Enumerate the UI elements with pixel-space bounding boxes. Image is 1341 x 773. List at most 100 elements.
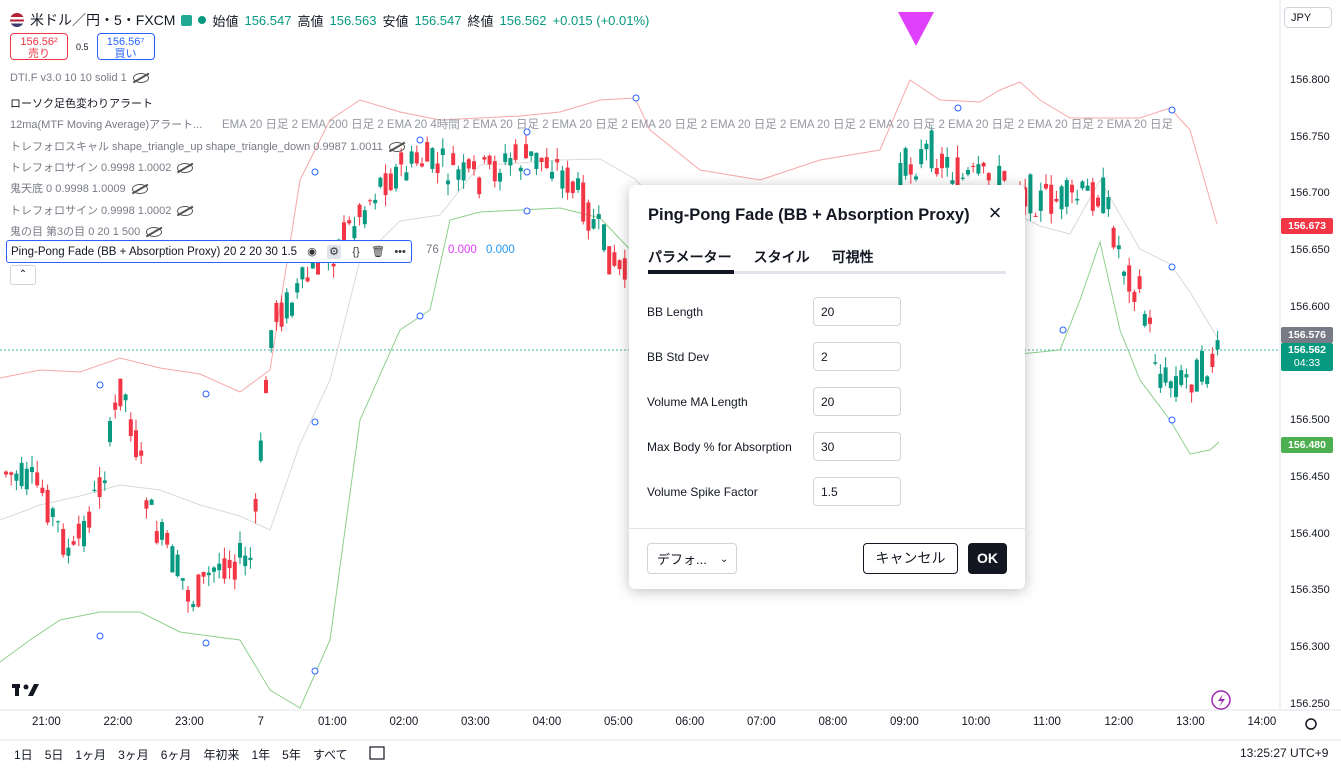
- time-axis-label: 07:00: [747, 716, 776, 728]
- open-value: 156.547: [244, 12, 292, 28]
- hidden-eye-icon[interactable]: [388, 142, 405, 153]
- settings-icon[interactable]: ⚙: [327, 244, 342, 259]
- collapse-legend-button[interactable]: ⌃: [10, 265, 36, 285]
- indicator-settings-dialog: Ping-Pong Fade (BB + Absorption Proxy) ×…: [629, 185, 1025, 589]
- candle-body: [591, 219, 596, 229]
- signal-circle-icon: [96, 632, 104, 640]
- candle-body: [149, 499, 154, 505]
- volume-spike-input[interactable]: 1.5: [813, 477, 901, 506]
- candle-body: [1194, 359, 1199, 392]
- candle-body: [212, 567, 216, 572]
- candle-body: [248, 557, 253, 561]
- range-3m[interactable]: 3ヶ月: [118, 748, 149, 762]
- indicator-legend-dti[interactable]: DTI.F v3.0 10 10 solid 1: [10, 72, 149, 84]
- candle-body: [1153, 362, 1158, 364]
- candle-body: [201, 571, 206, 577]
- candle-body: [1064, 180, 1069, 207]
- time-axis-label: 04:00: [532, 716, 562, 728]
- candle-body: [477, 177, 482, 195]
- buy-button[interactable]: 156.56⁷ 買い: [96, 33, 155, 60]
- sell-button[interactable]: 156.56² 売り: [10, 33, 68, 60]
- time-axis-label: 23:00: [175, 716, 204, 728]
- candle-body: [102, 480, 107, 484]
- candle-body: [383, 173, 388, 196]
- range-all[interactable]: すべて: [312, 748, 348, 762]
- cancel-button[interactable]: キャンセル: [863, 543, 958, 574]
- indicator-legend-oni-tenzoko[interactable]: 鬼天底 0 0.9998 1.0009: [10, 180, 148, 196]
- range-5y[interactable]: 5年: [282, 748, 301, 762]
- bb-std-dev-input[interactable]: 2: [813, 342, 901, 371]
- signal-circle-icon: [311, 418, 319, 426]
- hidden-eye-icon[interactable]: [132, 73, 149, 84]
- range-1y[interactable]: 1年: [251, 748, 271, 762]
- hidden-eye-icon[interactable]: [177, 163, 194, 174]
- range-1m[interactable]: 1ヶ月: [75, 748, 107, 762]
- indicator-values: 76 0.000 0.000: [426, 244, 515, 256]
- selected-indicator-legend[interactable]: Ping-Pong Fade (BB + Absorption Proxy) 2…: [6, 240, 413, 263]
- signal-circle-icon: [1168, 416, 1176, 424]
- source-code-icon[interactable]: {}: [352, 245, 360, 258]
- bb-length-input[interactable]: 20: [813, 297, 901, 326]
- range-5d[interactable]: 5日: [44, 748, 64, 762]
- clock[interactable]: 13:25:27 UTC+9: [1240, 746, 1329, 760]
- range-6m[interactable]: 6ヶ月: [160, 748, 192, 762]
- indicator-label: トレフォロサイン 0.9998 1.0002: [10, 205, 172, 217]
- hidden-eye-icon[interactable]: [131, 184, 148, 195]
- dialog-divider: [629, 528, 1025, 529]
- more-icon[interactable]: •••: [394, 245, 406, 258]
- range-ytd[interactable]: 年初来: [203, 748, 240, 762]
- indicator-label: 12ma(MTF Moving Average)アラート...: [10, 119, 203, 131]
- time-axis-label: 13:00: [1176, 716, 1205, 728]
- symbol-name[interactable]: 米ドル／円・5・FXCM: [30, 12, 176, 28]
- signal-circle-icon: [523, 168, 531, 176]
- close-icon[interactable]: ×: [988, 200, 1002, 225]
- candle-body: [1059, 186, 1064, 210]
- candle-body: [45, 489, 50, 523]
- tab-visibility[interactable]: 可視性: [831, 249, 874, 265]
- ok-button[interactable]: OK: [968, 543, 1007, 574]
- candle-body: [976, 164, 981, 174]
- indicator-legend-oni-eye[interactable]: 鬼の目 第3の目 0 20 1 500: [10, 223, 163, 239]
- candle-body: [1023, 187, 1028, 207]
- candle-body: [222, 558, 227, 579]
- tab-parameters[interactable]: パラメーター: [648, 249, 732, 265]
- eye-icon[interactable]: ◉: [307, 245, 317, 258]
- candle-body: [508, 158, 513, 166]
- candle-body: [596, 214, 601, 219]
- signal-circle-icon: [416, 136, 424, 144]
- volume-ma-length-input[interactable]: 20: [813, 387, 901, 416]
- indicator-legend-sign1[interactable]: トレフォロサイン 0.9998 1.0002: [10, 159, 194, 175]
- max-body-input[interactable]: 30: [813, 432, 901, 461]
- hidden-eye-icon[interactable]: [177, 206, 194, 217]
- price-scale-label: 156.300: [1290, 641, 1330, 653]
- signal-circle-icon: [954, 104, 962, 112]
- trash-icon[interactable]: 🗑: [371, 245, 386, 258]
- time-axis-label: 22:00: [103, 716, 133, 728]
- range-1d[interactable]: 1日: [14, 748, 33, 762]
- time-axis-label: 10:00: [961, 716, 991, 728]
- hidden-eye-icon[interactable]: [146, 227, 163, 238]
- candle-body: [1090, 182, 1095, 211]
- indicator-legend-scalp[interactable]: トレフォロスキャル shape_triangle_up shape_triang…: [10, 138, 405, 154]
- indicator-legend-candle-alert[interactable]: ローソク足色変わりアラート: [10, 95, 153, 111]
- candle-body: [908, 164, 913, 175]
- tab-style[interactable]: スタイル: [753, 249, 810, 265]
- indicator-legend-sign2[interactable]: トレフォロサイン 0.9998 1.0002: [10, 202, 194, 218]
- candle-body: [503, 153, 508, 162]
- signal-circle-icon: [311, 667, 319, 675]
- signal-circle-icon: [632, 94, 640, 102]
- price-scale-label: 156.750: [1290, 130, 1330, 143]
- candle-body: [118, 378, 123, 407]
- candle-body: [612, 252, 617, 266]
- signal-circle-icon: [202, 390, 210, 398]
- candle-body: [466, 159, 471, 169]
- candle-body: [290, 302, 294, 316]
- candle-body: [30, 467, 34, 473]
- candle-body: [409, 151, 414, 164]
- indicator-legend-12ma[interactable]: 12ma(MTF Moving Average)アラート...: [10, 116, 202, 132]
- defaults-dropdown[interactable]: デフォ... ⌄: [647, 543, 737, 574]
- candle-body: [180, 578, 185, 581]
- flag-icon[interactable]: [181, 14, 193, 26]
- currency-selector[interactable]: JPY: [1284, 7, 1332, 28]
- pp-value-1: 76: [426, 244, 439, 256]
